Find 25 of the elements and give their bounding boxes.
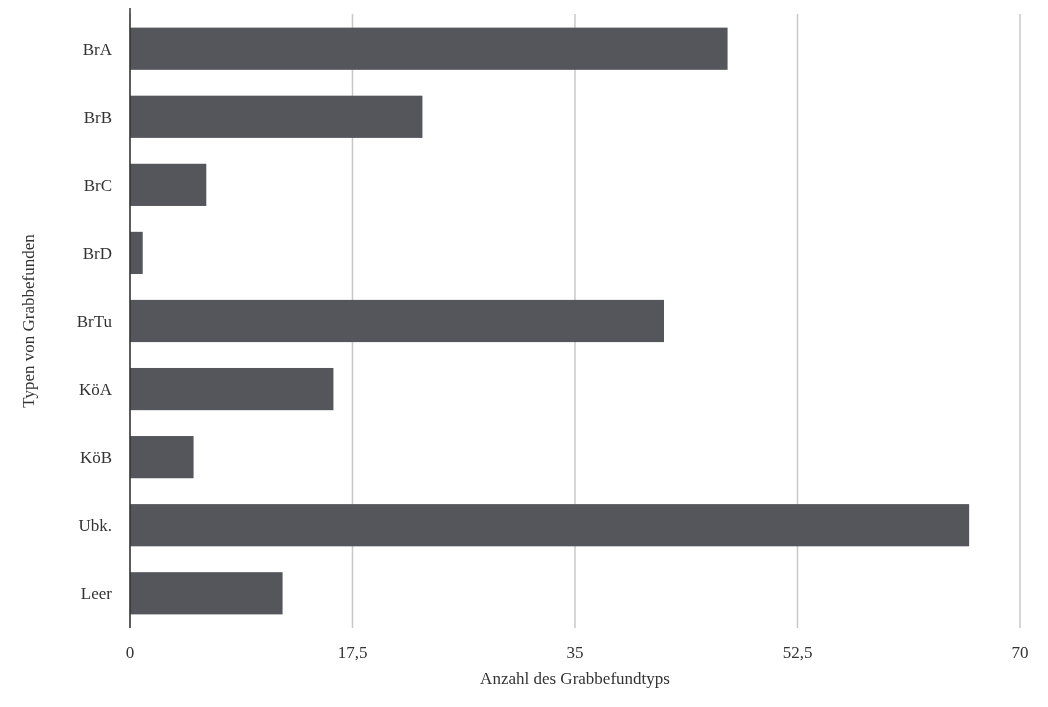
bar (130, 27, 728, 70)
y-tick-label: KöB (79, 448, 112, 468)
x-axis-title: Anzahl des Grabbefundtyps (480, 669, 670, 688)
bar (130, 299, 664, 343)
bar (130, 436, 194, 479)
y-tick-label: Ubk. (78, 516, 112, 536)
y-tick-label: BrTu (76, 311, 113, 331)
bar (130, 95, 423, 138)
x-tick-label: 35 (566, 643, 584, 662)
y-tick-label: BrD (82, 243, 112, 263)
y-tick-label: KöA (78, 380, 113, 400)
y-tick-label: BrC (83, 175, 112, 195)
bar (130, 572, 283, 615)
x-tick-label: 52,5 (782, 643, 813, 662)
bar (130, 367, 334, 411)
bar (130, 163, 207, 206)
y-tick-label: BrA (82, 39, 113, 59)
bar (130, 231, 143, 275)
y-tick-label: Leer (80, 584, 113, 604)
x-tick-label: 70 (1011, 643, 1029, 662)
x-tick-label: 0 (125, 643, 135, 662)
y-tick-label: BrB (83, 107, 112, 127)
y-axis-title: Typen von Grabbefunden (19, 233, 38, 408)
bar (130, 504, 970, 547)
x-tick-label: 17,5 (337, 643, 368, 662)
